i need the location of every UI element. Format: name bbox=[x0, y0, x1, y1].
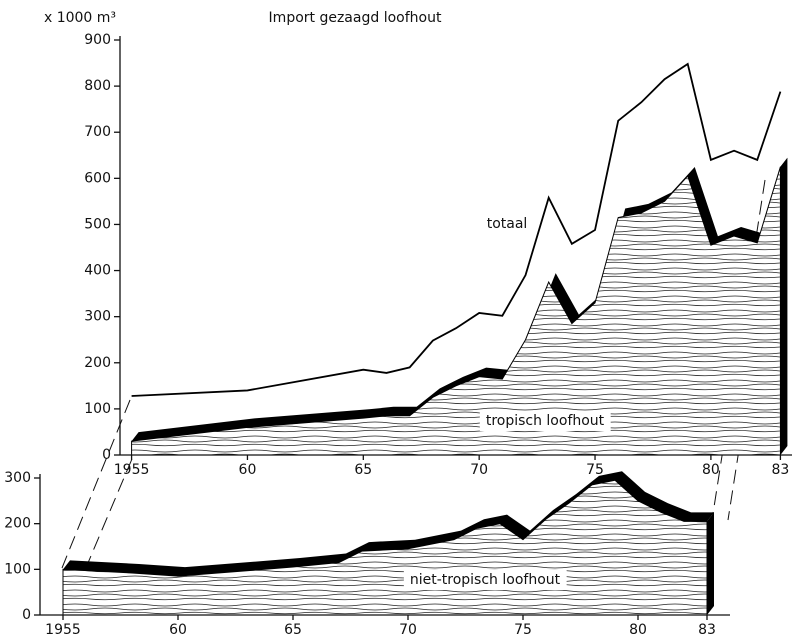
label-background bbox=[479, 411, 611, 431]
x-tick-label: 75 bbox=[514, 622, 532, 638]
x-tick-label: 83 bbox=[771, 462, 789, 478]
y-axis-label: x 1000 m³ bbox=[44, 10, 116, 26]
y-tick-label: 900 bbox=[84, 32, 111, 48]
x-tick-label: 1955 bbox=[45, 622, 81, 638]
y-tick-label: 0 bbox=[102, 447, 111, 463]
area-shadow bbox=[63, 471, 714, 577]
x-tick-label: 60 bbox=[169, 622, 187, 638]
y-tick-label: 100 bbox=[84, 401, 111, 417]
label-background bbox=[403, 570, 567, 590]
x-tick-label: 80 bbox=[629, 622, 647, 638]
series-label: tropisch loofhout bbox=[486, 413, 605, 429]
y-tick-label: 500 bbox=[84, 216, 111, 232]
x-tick-label: 70 bbox=[470, 462, 488, 478]
x-tick-label: 65 bbox=[354, 462, 372, 478]
y-tick-label: 300 bbox=[84, 309, 111, 325]
x-tick-label: 83 bbox=[698, 622, 716, 638]
y-tick-label: 700 bbox=[84, 124, 111, 140]
y-tick-label: 300 bbox=[4, 470, 31, 486]
area-side bbox=[707, 512, 714, 615]
y-tick-label: 0 bbox=[22, 607, 31, 623]
x-tick-label: 70 bbox=[399, 622, 417, 638]
area-fill bbox=[131, 166, 781, 456]
series-line bbox=[131, 62, 782, 397]
series-label: totaal bbox=[487, 216, 528, 232]
chart-title: Import gezaagd loofhout bbox=[269, 10, 442, 26]
x-tick-label: 75 bbox=[586, 462, 604, 478]
y-tick-label: 400 bbox=[84, 263, 111, 279]
y-tick-label: 600 bbox=[84, 170, 111, 186]
x-tick-label: 80 bbox=[702, 462, 720, 478]
y-tick-label: 200 bbox=[84, 355, 111, 371]
x-tick-label: 1955 bbox=[114, 462, 150, 478]
label-background bbox=[483, 215, 531, 233]
x-tick-label: 60 bbox=[239, 462, 257, 478]
x-tick-label: 65 bbox=[284, 622, 302, 638]
y-tick-label: 200 bbox=[4, 516, 31, 532]
y-tick-label: 800 bbox=[84, 78, 111, 94]
y-tick-label: 100 bbox=[4, 561, 31, 577]
series-label: niet-tropisch loofhout bbox=[410, 572, 561, 588]
area-side bbox=[780, 157, 788, 456]
